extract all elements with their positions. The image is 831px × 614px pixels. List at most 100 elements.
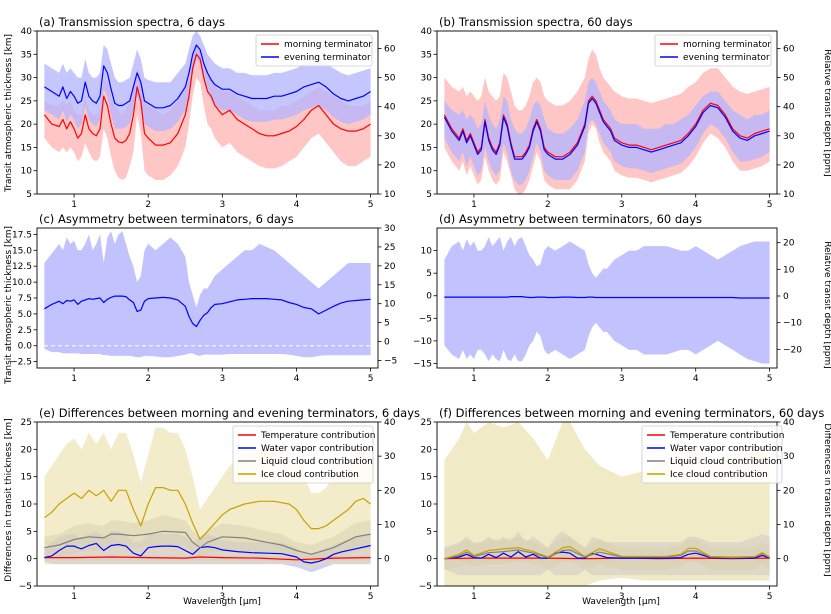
y2-tick-label: 50 xyxy=(783,74,795,84)
x-tick-label: 5 xyxy=(368,374,374,384)
legend-box xyxy=(232,425,374,484)
panel-c-title: (c) Asymmetry between terminators, 6 day… xyxy=(39,212,294,226)
series-line-temperature-contribution xyxy=(444,557,770,560)
y2-tick-label: 20 xyxy=(384,161,396,171)
y-tick-label: 2.5 xyxy=(18,326,32,336)
x-tick-label: 5 xyxy=(767,592,773,602)
x-tick-label: 3 xyxy=(619,592,625,602)
band-asymmetry xyxy=(44,231,371,358)
x-tick-label: 5 xyxy=(767,200,773,210)
x-tick-label: 3 xyxy=(219,200,225,210)
right-axis-label-top: Relative transit depth [ppm] xyxy=(822,49,831,176)
y-tick-label: 20 xyxy=(421,445,433,455)
y2-tick-label: 10 xyxy=(384,300,396,310)
right-axis-label-middle: Relative transit depth [ppm] xyxy=(822,241,831,368)
panel-d-title: (d) Asymmetry between terminators, 60 da… xyxy=(439,212,702,226)
band-morning-terminator xyxy=(44,45,371,180)
y2-tick-label: 10 xyxy=(783,190,795,200)
series-line-morning-terminator xyxy=(43,53,371,146)
panel-a: (a) Transmission spectra, 6 days 1 2 3 4 5 5 10… xyxy=(21,15,396,210)
y2-tick-label: 60 xyxy=(783,44,795,54)
y2-tick-label: 0 xyxy=(384,338,390,348)
x-tick-label: 3 xyxy=(619,200,625,210)
series-line-water-vapor-contribution xyxy=(44,542,371,564)
y2-tick-label: 5 xyxy=(384,319,390,329)
y2-tick-label: 30 xyxy=(783,452,795,462)
axes-frame xyxy=(36,30,379,195)
y-tick-label: 15 xyxy=(421,143,432,153)
y-tick-label: 20 xyxy=(21,445,33,455)
left-axis-label-bottom: Differences in transit thickness [km] xyxy=(4,418,14,581)
series-line-ice-cloud-contribution xyxy=(44,487,371,541)
left-axis-label-middle: Transit atmospheric thickness [km] xyxy=(4,226,14,385)
x-tick-label: 2 xyxy=(545,200,551,210)
x-tick-label: 1 xyxy=(71,374,77,384)
left-axis-label-top: Transit atmospheric thickness [km] xyxy=(4,34,14,193)
legend-entry-water-vapor-contribution: Water vapor contribution xyxy=(670,444,783,454)
band-evening-terminator xyxy=(44,31,371,132)
y-tick-label: 7.5 xyxy=(18,294,32,304)
x-tick-label: 5 xyxy=(368,200,374,210)
x-tick-label: 1 xyxy=(71,592,77,602)
panel-f: (f) Differences between morning and even… xyxy=(419,406,825,602)
x-axis-label-left: Wavelength [μm] xyxy=(183,597,261,607)
y-tick-label: 17.5 xyxy=(12,230,32,240)
legend-entry-temperature-contribution: Temperature contribution xyxy=(669,431,784,441)
y2-tick-label: 20 xyxy=(783,239,795,249)
y-tick-label: 30 xyxy=(21,74,33,84)
legend: Temperature contribution Water vapor cont… xyxy=(232,425,375,484)
band-asymmetry xyxy=(444,237,770,364)
y2-tick-label: 10 xyxy=(783,265,795,275)
x-tick-label: 2 xyxy=(545,374,551,384)
axes-frame xyxy=(436,30,778,195)
x-tick-label: 4 xyxy=(294,374,300,384)
plot-area xyxy=(444,237,770,364)
x-tick-label: 4 xyxy=(294,592,300,602)
legend-box xyxy=(255,34,373,67)
x-tick-label: 1 xyxy=(71,200,77,210)
y2-tick-label: 0 xyxy=(384,555,390,565)
y-tick-label: 10 xyxy=(421,500,433,510)
y2-tick-label: 25 xyxy=(384,243,395,253)
series-line-evening-terminator xyxy=(443,97,770,160)
y2-tick-label: −10 xyxy=(783,319,802,329)
x-tick-label: 2 xyxy=(145,374,151,384)
y2-tick-label: 15 xyxy=(384,281,395,291)
y2-tick-label: 0 xyxy=(783,292,789,302)
legend: morning terminator evening terminator xyxy=(255,34,373,67)
y2-tick-label: −20 xyxy=(783,345,802,355)
y2-tick-label: 30 xyxy=(384,452,396,462)
panel-e-title: (e) Differences between morning and even… xyxy=(39,406,420,420)
y2-tick-label: −5 xyxy=(384,356,397,366)
plot-area xyxy=(37,231,378,358)
y2-tick-label: 10 xyxy=(384,190,396,200)
y-tick-label: −5 xyxy=(19,582,32,592)
y-tick-label: −5 xyxy=(419,314,432,324)
x-tick-label: 3 xyxy=(619,374,625,384)
legend: Temperature contribution Water vapor cont… xyxy=(641,425,784,484)
y-tick-label: 20 xyxy=(21,120,33,130)
y-tick-label: 25 xyxy=(21,97,32,107)
x-tick-label: 4 xyxy=(294,200,300,210)
right-axis-label-bottom: Differences in transit depth [ppm] xyxy=(822,423,831,576)
y2-tick-label: 10 xyxy=(384,521,396,531)
y2-tick-label: 0 xyxy=(783,555,789,565)
y-tick-label: −15 xyxy=(413,359,432,369)
legend-entry-liquid-cloud-contribution: Liquid cloud contribution xyxy=(261,457,373,467)
y-tick-label: 0 xyxy=(26,555,32,565)
y2-tick-label: 20 xyxy=(783,486,795,496)
y2-tick-label: 10 xyxy=(783,521,795,531)
y-tick-label: 5 xyxy=(426,269,432,279)
y2-tick-label: 30 xyxy=(384,132,396,142)
series-line-liquid-cloud-contribution xyxy=(44,530,371,555)
legend-entry-water-vapor-contribution: Water vapor contribution xyxy=(261,444,374,454)
x-tick-label: 4 xyxy=(693,592,699,602)
y2-tick-label: 40 xyxy=(783,103,795,113)
y2-tick-label: 40 xyxy=(384,103,396,113)
y2-tick-label: 40 xyxy=(384,418,396,428)
series-line-evening-terminator xyxy=(44,44,371,109)
y2-tick-label: 20 xyxy=(384,262,396,272)
y-tick-label: 5 xyxy=(426,190,432,200)
